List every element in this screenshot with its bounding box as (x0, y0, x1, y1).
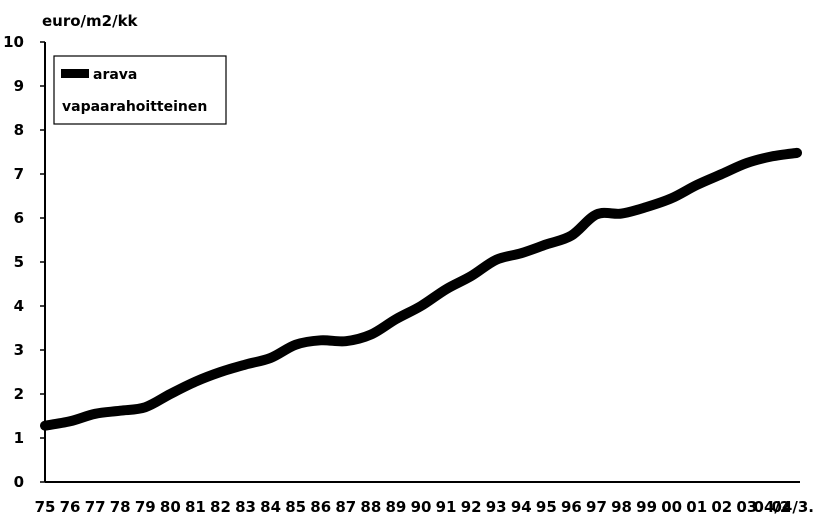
y-tick-label: 1 (14, 429, 24, 447)
data-point (694, 183, 699, 187)
data-point (168, 392, 173, 396)
x-tick-label: 99 (636, 498, 657, 516)
x-tick-label: 92 (461, 498, 482, 516)
y-tick-group: 0 1 2 3 4 5 6 7 8 9 10 (3, 33, 45, 491)
x-tick-label: 75 (35, 498, 56, 516)
data-point (419, 304, 423, 308)
y-tick-label: 5 (14, 253, 24, 271)
data-point (193, 379, 198, 384)
data-point (293, 342, 298, 347)
data-point (569, 233, 574, 238)
x-tick-label: 94 (511, 498, 532, 516)
data-point (469, 274, 474, 279)
x-tick-label: 91 (436, 498, 457, 516)
data-point (68, 419, 73, 424)
x-tick-label: 04/3. (772, 498, 815, 516)
x-tick-label: 87 (335, 498, 356, 516)
x-tick-group: 75 76 77 78 79 80 81 82 83 84 85 86 87 88 89 90 91 92 93 94… (35, 498, 814, 516)
x-tick-label: 81 (185, 498, 206, 516)
x-tick-label: 93 (486, 498, 507, 516)
data-point (393, 317, 398, 322)
data-point (644, 205, 649, 209)
x-tick-label: 04/2 (754, 498, 791, 516)
y-tick-label: 2 (14, 385, 24, 403)
data-point (594, 212, 599, 217)
legend: arava vapaarahoitteinen (53, 55, 227, 125)
x-tick-label: 97 (586, 498, 607, 516)
legend-label-vapaarahoitteinen: vapaarahoitteinen (62, 99, 207, 115)
x-tick-label: 83 (235, 498, 256, 516)
data-point (318, 338, 323, 343)
y-tick-label: 4 (14, 297, 24, 315)
data-point (268, 355, 273, 360)
x-tick-label: 02 (711, 498, 732, 516)
data-point (769, 154, 774, 159)
data-point (143, 405, 148, 410)
y-tick-label: 0 (14, 473, 24, 491)
x-tick-label: 77 (85, 498, 106, 516)
y-axis-label: euro/m2/kk (42, 12, 139, 30)
data-point (744, 161, 749, 165)
x-tick-label: 88 (360, 498, 381, 516)
data-point (43, 423, 47, 428)
x-tick-label: 76 (60, 498, 81, 516)
x-tick-label: 79 (135, 498, 156, 516)
x-tick-label: 90 (411, 498, 432, 516)
y-tick-label: 9 (14, 77, 24, 95)
x-tick-label: 89 (385, 498, 406, 516)
y-tick-label: 10 (3, 33, 24, 51)
legend-label-arava: arava (93, 67, 137, 83)
data-point (444, 287, 449, 292)
data-point (218, 370, 223, 374)
data-point (669, 196, 674, 201)
x-tick-label: 84 (260, 498, 281, 516)
legend-swatch-arava (61, 69, 89, 78)
data-point (719, 172, 724, 176)
data-point (343, 339, 348, 344)
y-tick-label: 3 (14, 341, 24, 359)
data-point (795, 150, 799, 155)
data-point (243, 362, 248, 367)
data-point (368, 332, 373, 337)
series-line-arava (40, 147, 802, 431)
x-tick-label: 85 (285, 498, 306, 516)
y-tick-label: 7 (14, 165, 24, 183)
x-tick-label: 80 (160, 498, 181, 516)
x-tick-label: 82 (210, 498, 231, 516)
x-tick-label: 96 (561, 498, 582, 516)
data-point (118, 408, 123, 413)
data-point (619, 211, 624, 216)
data-point (519, 251, 524, 256)
x-tick-label: 01 (686, 498, 707, 516)
x-tick-label: 98 (611, 498, 632, 516)
y-tick-label: 6 (14, 209, 24, 227)
x-tick-label: 78 (110, 498, 131, 516)
x-tick-label: 00 (661, 498, 682, 516)
data-point (544, 242, 549, 247)
legend-box (53, 55, 227, 125)
data-point (93, 411, 98, 416)
data-point (494, 257, 499, 262)
y-tick-label: 8 (14, 121, 24, 139)
series-group (40, 147, 802, 431)
x-tick-label: 86 (310, 498, 331, 516)
x-tick-label: 03 (736, 498, 757, 516)
x-tick-label: 95 (536, 498, 557, 516)
